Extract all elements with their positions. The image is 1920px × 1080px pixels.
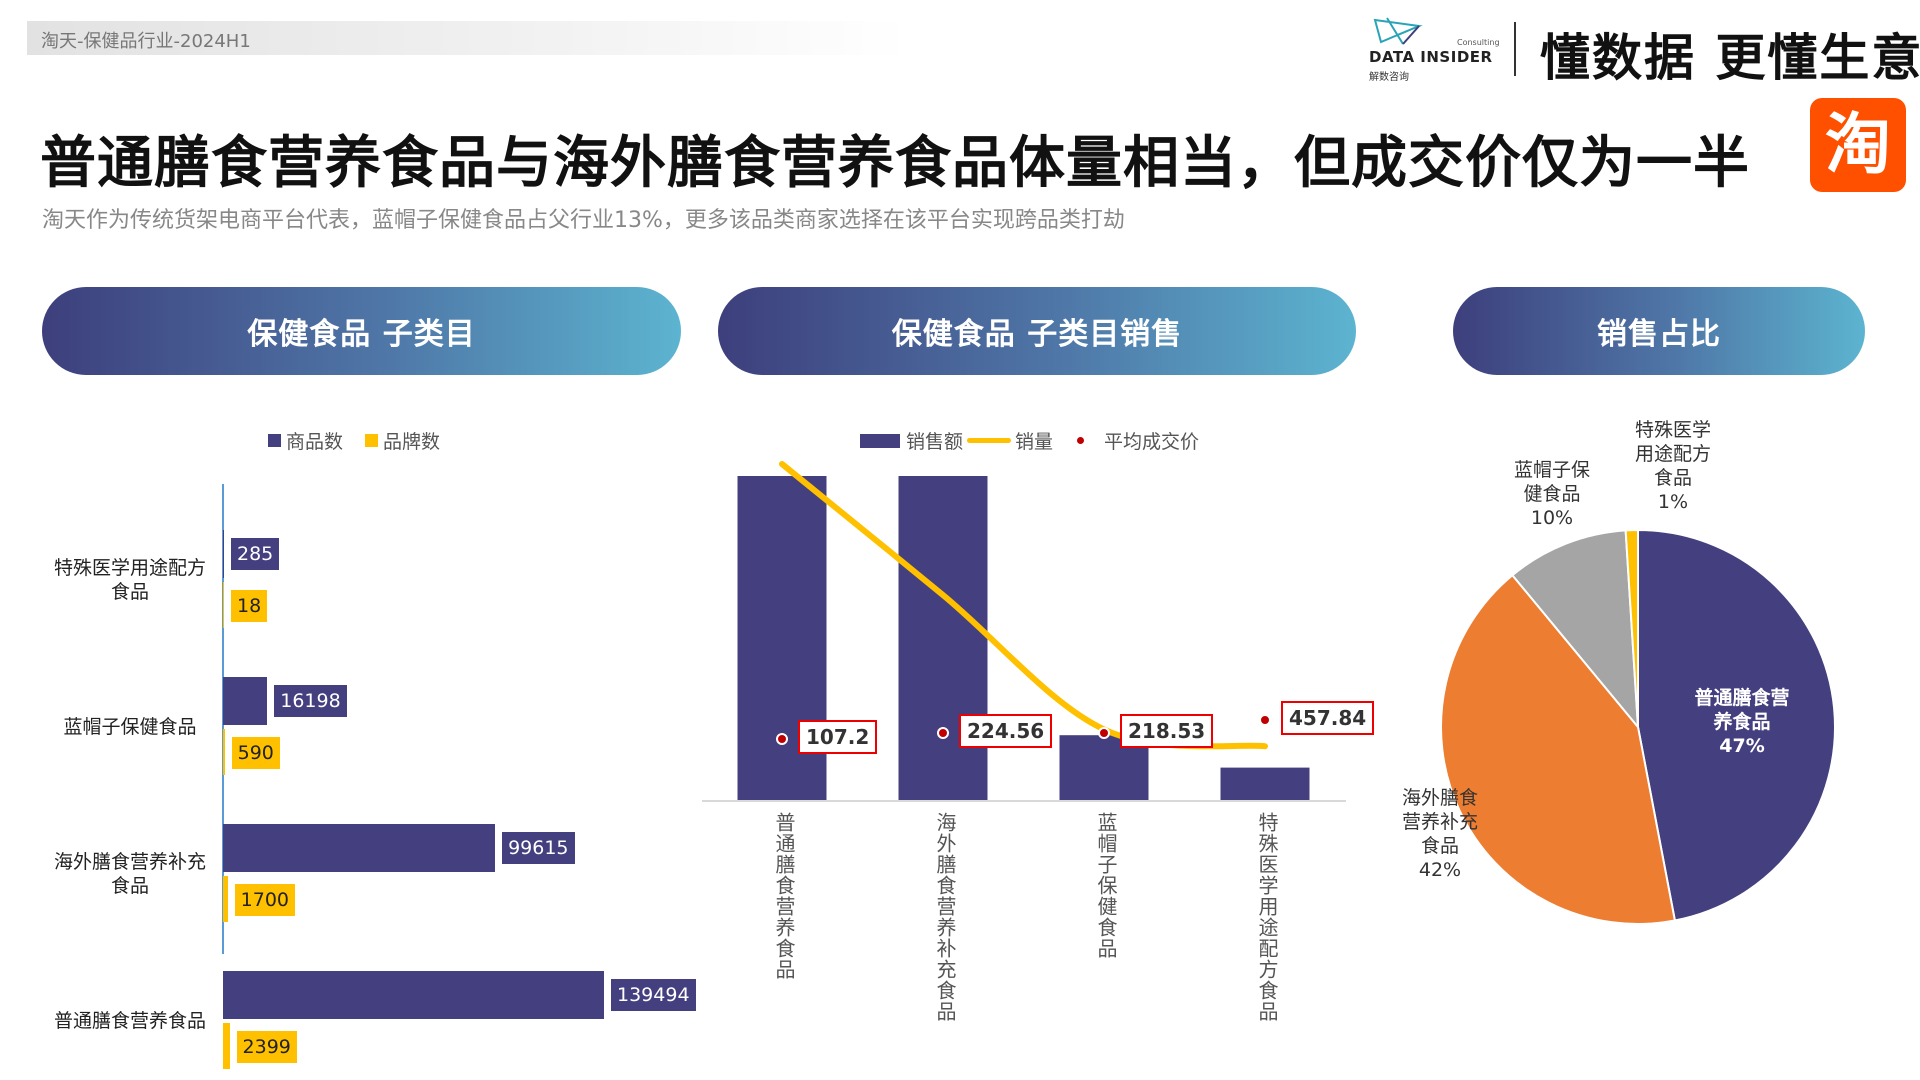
price-data-label: 224.56 <box>959 714 1053 748</box>
bar-items <box>223 971 604 1019</box>
bar-brands <box>223 1023 230 1069</box>
pie-label-percent: 47% <box>1719 735 1765 757</box>
legend-items-label: 商品数 <box>286 431 344 453</box>
x-tick-label: 特殊医学用途配方食品 <box>1255 812 1279 1022</box>
mid-chart-legend: 销售额 销量 平均成交价 <box>860 427 1199 454</box>
data-label-items: 139494 <box>611 979 696 1011</box>
logo-name: DATA INSIDER <box>1369 48 1493 66</box>
pie-label-name: 普通膳食营养食品 <box>1694 687 1790 733</box>
data-label-items: 16198 <box>274 685 347 717</box>
legend-swatch-sales <box>860 433 900 448</box>
pie-label-name: 特殊医学用途配方食品 <box>1634 419 1711 489</box>
x-tick-label: 海外膳食营养补充食品 <box>933 812 957 1022</box>
x-tick-label: 蓝帽子保健食品 <box>1094 812 1118 959</box>
bar-brands <box>223 729 225 775</box>
data-label-brands: 590 <box>231 737 280 769</box>
logo-sub: 解数咨询 <box>1369 72 1409 83</box>
pie-label-percent: 1% <box>1657 491 1689 513</box>
legend-swatch-items <box>268 434 281 447</box>
data-label-brands: 1700 <box>234 884 295 916</box>
legend-swatch-brands <box>365 434 379 447</box>
pie-label-percent: 10% <box>1530 507 1574 529</box>
legend-volume-label: 销量 <box>1015 431 1054 453</box>
data-label-brands: 18 <box>231 590 268 622</box>
point-avg-price <box>1098 727 1110 739</box>
pie-slice <box>1511 529 1640 731</box>
point-avg-price <box>1259 714 1271 726</box>
bar-items <box>223 530 224 578</box>
pie-label: 蓝帽子保健食品 10% <box>1492 458 1612 530</box>
legend-swatch-volume <box>967 438 1012 443</box>
data-label-brands: 2399 <box>236 1031 297 1063</box>
logo-consulting: Consulting <box>1457 38 1500 47</box>
bar-items <box>223 677 268 725</box>
report-tag-text: 淘天-保健品行业-2024H1 <box>41 31 251 52</box>
price-data-label: 107.2 <box>798 720 878 754</box>
point-avg-price <box>937 727 949 739</box>
bar-items <box>223 824 496 872</box>
pie-label-percent: 42% <box>1418 859 1462 881</box>
price-data-label: 457.84 <box>1281 701 1375 735</box>
legend-sales-label: 销售额 <box>906 431 964 453</box>
pie-label: 特殊医学用途配方食品 1% <box>1613 418 1733 514</box>
pie-label-name: 海外膳食营养补充食品 <box>1401 787 1478 857</box>
category-label: 蓝帽子保健食品 <box>63 716 197 738</box>
category-label: 特殊医学用途配方食品 <box>53 557 206 603</box>
bar-brands <box>223 876 228 922</box>
page-subtitle: 淘天作为传统货架电商平台代表，蓝帽子保健食品占父行业13%，更多该品类商家选择在… <box>42 208 1125 233</box>
bar-brands <box>223 582 224 628</box>
point-avg-price <box>776 733 788 745</box>
x-tick-label: 普通膳食营养食品 <box>772 812 796 980</box>
data-insider-logo: Consulting DATA INSIDER 解数咨询 <box>1369 16 1500 83</box>
legend-swatch-price <box>1077 437 1085 444</box>
bar-sales <box>1220 767 1310 800</box>
left-chart-legend: 商品数 品牌数 <box>268 427 440 454</box>
section-header-share: 销售占比 <box>1453 287 1865 375</box>
price-data-label: 218.53 <box>1120 714 1214 748</box>
section-header-sales: 保健食品 子类目销售 <box>718 287 1356 375</box>
logo-mark-icon <box>1373 17 1423 45</box>
pie-label: 普通膳食营养食品 47% <box>1682 686 1802 758</box>
category-label: 海外膳食营养补充食品 <box>53 851 206 897</box>
taobao-icon: 淘 <box>1810 98 1906 192</box>
data-label-items: 99615 <box>502 832 575 864</box>
legend-price-label: 平均成交价 <box>1104 431 1200 453</box>
slogan: 懂数据 更懂生意 <box>1540 29 1920 87</box>
legend-brands-label: 品牌数 <box>383 431 441 453</box>
pie-label: 海外膳食营养补充食品 42% <box>1380 786 1500 882</box>
pie-label-name: 蓝帽子保健食品 <box>1513 459 1590 505</box>
pie-slice <box>1440 573 1677 925</box>
data-label-items: 285 <box>231 538 280 570</box>
pie-slice <box>1624 528 1639 728</box>
section-header-subcategory: 保健食品 子类目 <box>42 287 681 375</box>
report-tag: 淘天-保健品行业-2024H1 <box>27 21 907 55</box>
pie-slice <box>1637 528 1836 922</box>
header-divider <box>1514 22 1516 76</box>
category-label: 普通膳食营养食品 <box>53 1010 206 1032</box>
page-title: 普通膳食营养食品与海外膳食营养食品体量相当，但成交价仅为一半 <box>40 131 1750 196</box>
